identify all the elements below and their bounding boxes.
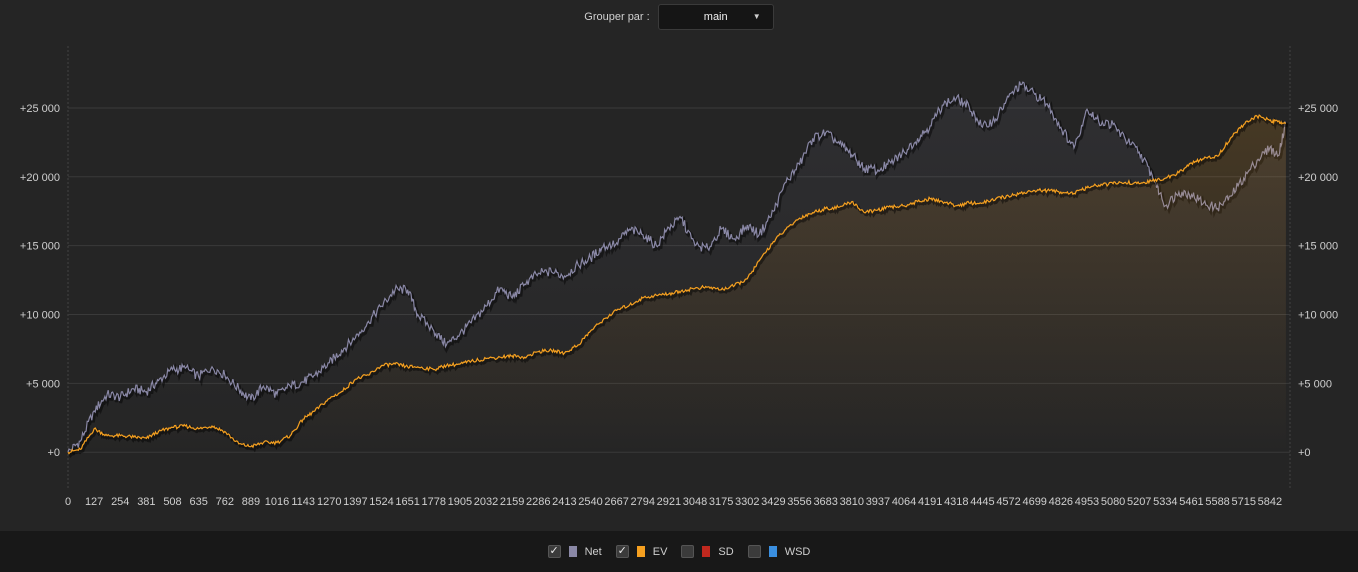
net-line	[67, 81, 1287, 453]
x-tick-label: 2286	[526, 496, 550, 508]
legend-item-net[interactable]: ✓ Net	[547, 545, 602, 558]
x-tick-label: 3810	[840, 496, 864, 508]
group-by-label: Grouper par :	[584, 11, 650, 23]
x-axis: 0 127 254 381 508 635 762 889 1016 1143 1270 1397 15…	[65, 496, 1282, 508]
x-tick-label: 1143	[291, 496, 315, 508]
y-tick-label-left: +0	[47, 447, 60, 459]
x-tick-label: 1524	[369, 496, 393, 508]
y-tick-label-right: +20 000	[1298, 172, 1338, 184]
x-tick-label: 2540	[578, 496, 602, 508]
x-tick-label: 1778	[422, 496, 446, 508]
x-tick-label: 3937	[866, 496, 890, 508]
x-tick-label: 3429	[761, 496, 785, 508]
net-label: Net	[584, 545, 602, 558]
ev-checkbox[interactable]: ✓	[615, 545, 629, 558]
y-tick-label-left: +20 000	[20, 172, 60, 184]
group-by-select[interactable]: main ▼	[657, 4, 774, 30]
x-tick-label: 1016	[265, 496, 289, 508]
x-tick-label: 5207	[1127, 496, 1151, 508]
chart: +0+5 000+10 000+15 000+20 000+25 000 +0+…	[20, 46, 1338, 508]
ev-swatch	[636, 546, 645, 557]
sd-checkbox[interactable]	[681, 545, 695, 558]
legend: ✓ Net ✓ EV SD WSD	[0, 531, 1358, 572]
legend-item-ev[interactable]: ✓ EV	[615, 545, 668, 558]
y-tick-label-right: +0	[1298, 447, 1311, 459]
x-tick-label: 4953	[1075, 496, 1099, 508]
y-tick-label-right: +10 000	[1298, 310, 1338, 322]
x-tick-label: 889	[242, 496, 260, 508]
x-tick-label: 4445	[970, 496, 994, 508]
net-checkbox[interactable]: ✓	[547, 545, 561, 558]
x-tick-label: 2667	[604, 496, 628, 508]
x-tick-label: 2032	[474, 496, 498, 508]
wsd-label: WSD	[784, 545, 811, 558]
ev-label: EV	[652, 545, 668, 558]
x-tick-label: 0	[65, 496, 71, 508]
x-tick-label: 508	[163, 496, 181, 508]
x-tick-label: 2794	[631, 496, 655, 508]
y-tick-label-left: +5 000	[26, 378, 60, 390]
group-by-value: main	[703, 11, 728, 23]
x-tick-label: 3683	[813, 496, 837, 508]
group-by-bar: Grouper par : main ▼	[0, 4, 1358, 30]
x-tick-label: 5588	[1205, 496, 1229, 508]
y-tick-label-left: +10 000	[20, 310, 60, 322]
x-tick-label: 4699	[1022, 496, 1046, 508]
x-tick-label: 762	[216, 496, 234, 508]
x-tick-label: 4318	[944, 496, 968, 508]
y-axis-left: +0 +5 000 +10 000 +15 000 +20 000 +25 000	[20, 103, 60, 459]
x-tick-label: 4064	[892, 496, 916, 508]
x-tick-label: 127	[85, 496, 103, 508]
x-tick-label: 3302	[735, 496, 759, 508]
x-tick-label: 1270	[317, 496, 341, 508]
y-axis-right: +0 +5 000 +10 000 +15 000 +20 000 +25 000	[1298, 103, 1338, 459]
y-tick-label-right: +5 000	[1298, 378, 1332, 390]
ev-line	[67, 114, 1287, 455]
legend-item-wsd[interactable]: WSD	[747, 545, 811, 558]
series-layer	[67, 81, 1289, 458]
x-tick-label: 3175	[709, 496, 733, 508]
x-tick-label: 2159	[500, 496, 524, 508]
legend-item-sd[interactable]: SD	[681, 545, 734, 558]
x-tick-label: 4191	[918, 496, 942, 508]
x-tick-label: 5080	[1101, 496, 1125, 508]
net-swatch	[568, 546, 577, 557]
y-tick-label-left: +25 000	[20, 103, 60, 115]
y-tick-label-left: +15 000	[20, 241, 60, 253]
x-tick-label: 3556	[787, 496, 811, 508]
ev-line-shadow	[68, 114, 1288, 458]
x-tick-label: 381	[137, 496, 155, 508]
x-tick-label: 3048	[683, 496, 707, 508]
x-tick-label: 5461	[1179, 496, 1203, 508]
x-tick-label: 1397	[343, 496, 367, 508]
x-tick-label: 4826	[1049, 496, 1073, 508]
x-tick-label: 5842	[1258, 496, 1282, 508]
x-tick-label: 5334	[1153, 496, 1177, 508]
x-tick-label: 5715	[1231, 496, 1255, 508]
ev-area	[68, 115, 1286, 454]
wsd-checkbox[interactable]	[747, 545, 761, 558]
chevron-down-icon: ▼	[752, 12, 761, 21]
y-tick-label-right: +15 000	[1298, 241, 1338, 253]
x-tick-label: 4572	[996, 496, 1020, 508]
x-tick-label: 1905	[448, 496, 472, 508]
sd-swatch	[702, 546, 711, 557]
wsd-swatch	[768, 546, 777, 557]
x-tick-label: 2921	[657, 496, 681, 508]
sd-label: SD	[718, 545, 734, 558]
x-tick-label: 2413	[552, 496, 576, 508]
x-tick-label: 254	[111, 496, 129, 508]
x-tick-label: 635	[189, 496, 207, 508]
y-tick-label-right: +25 000	[1298, 103, 1338, 115]
x-tick-label: 1651	[395, 496, 419, 508]
